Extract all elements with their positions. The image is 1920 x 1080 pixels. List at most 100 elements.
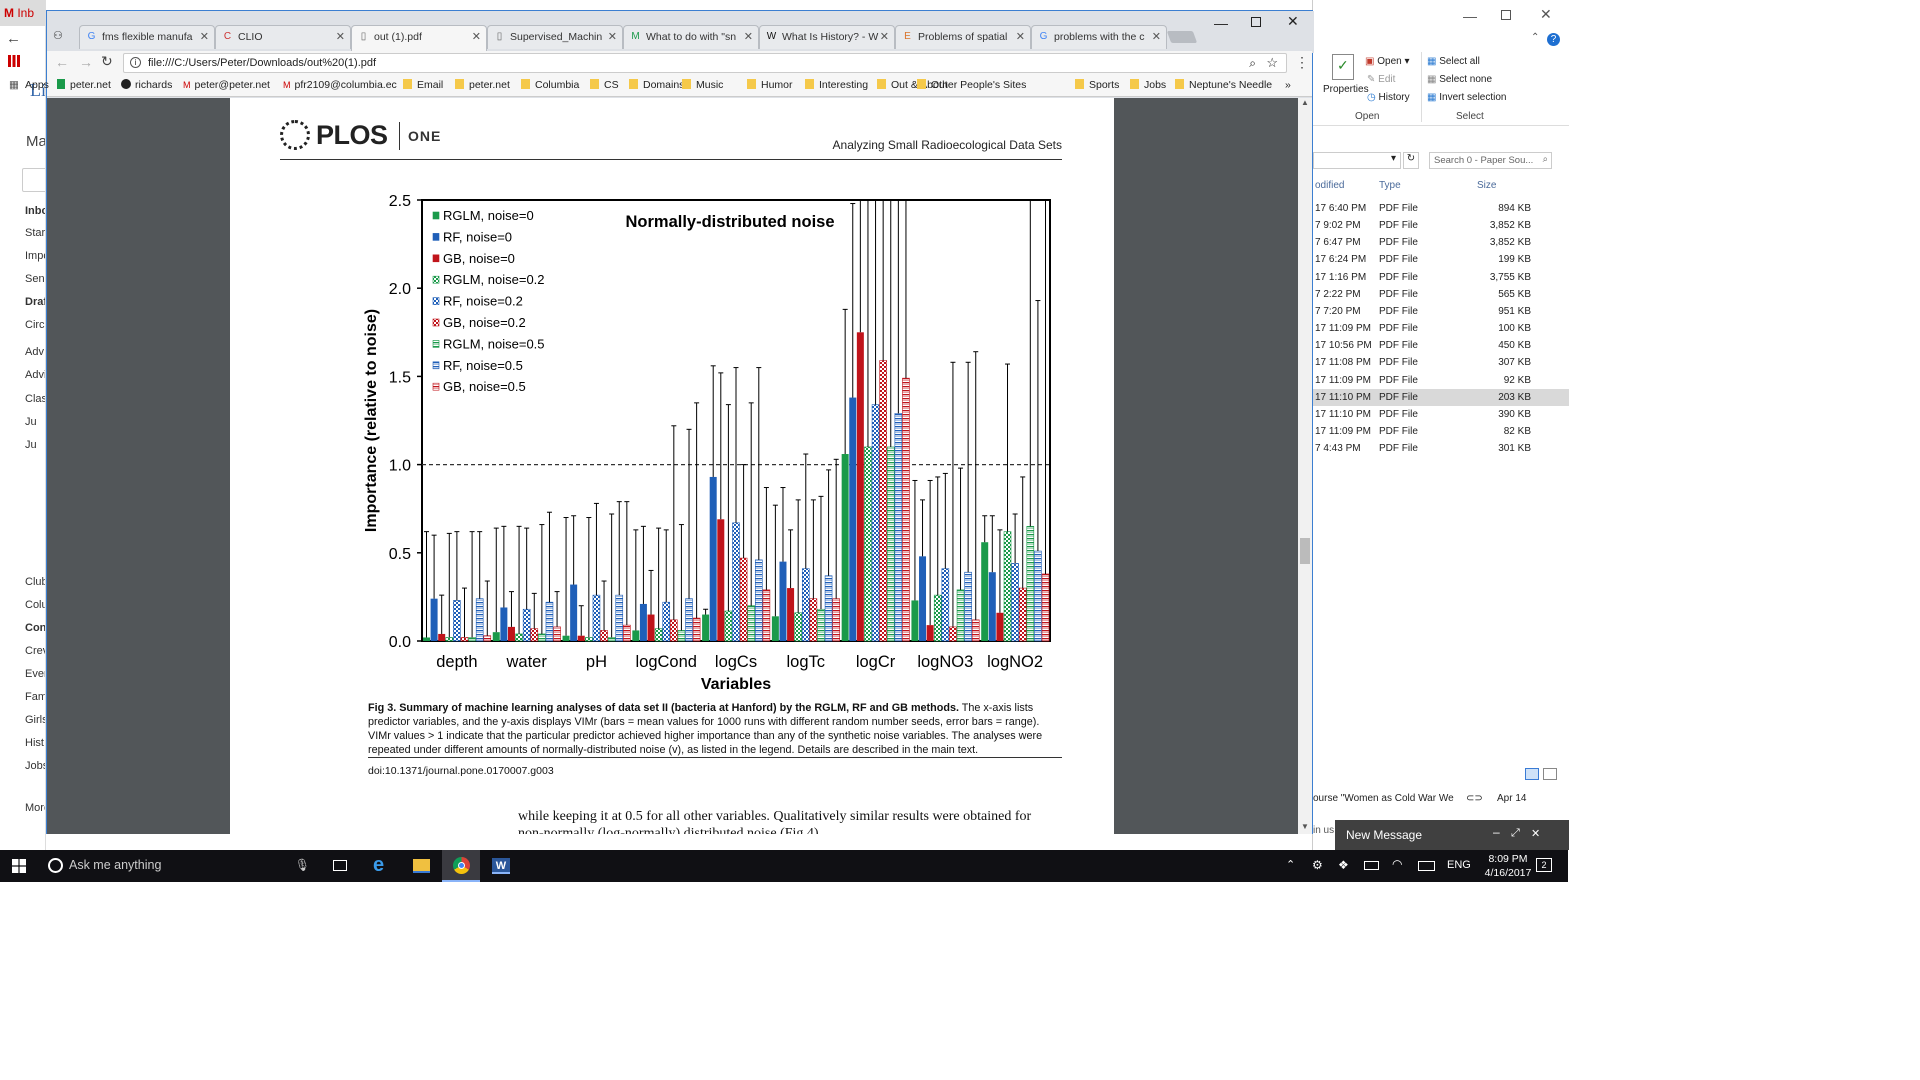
- maximize-icon[interactable]: [1251, 17, 1261, 27]
- word-icon[interactable]: W: [492, 858, 510, 874]
- column-type[interactable]: Type: [1379, 180, 1401, 191]
- bookmark-item[interactable]: Columbia: [521, 79, 579, 91]
- minimize-message-icon[interactable]: –: [1493, 825, 1500, 839]
- tab-close-icon[interactable]: ✕: [607, 31, 617, 43]
- file-row[interactable]: 17 6:24 PM PDF File 199 KB: [1313, 251, 1569, 268]
- gmail-folder-item[interactable]: Advi: [25, 369, 46, 381]
- close-icon[interactable]: ✕: [1287, 13, 1299, 29]
- tab-close-icon[interactable]: ✕: [879, 31, 889, 43]
- apps-icon[interactable]: ▦: [9, 79, 19, 91]
- tab-5[interactable]: W What Is History? - W ✕: [759, 25, 895, 49]
- gmail-folder-item[interactable]: Con: [25, 622, 46, 634]
- gmail-folder-item[interactable]: Hist: [25, 737, 44, 749]
- cortana-search[interactable]: Ask me anything 🎙︎: [40, 850, 316, 882]
- scroll-down-icon[interactable]: ▼: [1301, 822, 1309, 831]
- file-row[interactable]: 17 11:09 PM PDF File 92 KB: [1313, 372, 1569, 389]
- dropbox-icon[interactable]: ❖: [1338, 858, 1349, 872]
- properties-button[interactable]: ✓ Properties: [1323, 54, 1369, 95]
- invert-selection-button[interactable]: ▦ Invert selection: [1427, 92, 1507, 103]
- tiles-view-icon[interactable]: [1543, 768, 1557, 780]
- help-icon[interactable]: ?: [1547, 33, 1560, 46]
- file-row[interactable]: 7 7:20 PM PDF File 951 KB: [1313, 303, 1569, 320]
- gmail-folder-item[interactable]: Girls: [25, 714, 46, 726]
- bookmark-item[interactable]: peter.net: [57, 79, 111, 91]
- column-modified[interactable]: odified: [1315, 180, 1345, 191]
- tab-close-icon[interactable]: ✕: [199, 31, 209, 43]
- file-row[interactable]: 17 11:09 PM PDF File 82 KB: [1313, 423, 1569, 440]
- gmail-folder-item[interactable]: Jobs: [25, 760, 46, 772]
- gmail-folder-item[interactable]: Ju: [25, 416, 37, 428]
- gmail-folder-item[interactable]: Star: [25, 227, 46, 239]
- bookmark-item[interactable]: CS: [590, 79, 619, 91]
- file-row[interactable]: 7 9:02 PM PDF File 3,852 KB: [1313, 217, 1569, 234]
- file-row[interactable]: 7 6:47 PM PDF File 3,852 KB: [1313, 234, 1569, 251]
- bookmark-star-icon[interactable]: ☆: [1266, 55, 1278, 70]
- keyboard-icon[interactable]: [1418, 861, 1435, 871]
- gmail-apps-icon[interactable]: [8, 55, 20, 67]
- close-icon[interactable]: ✕: [1540, 6, 1552, 22]
- gmail-folder-item[interactable]: Crev: [25, 645, 46, 657]
- forward-icon[interactable]: →: [79, 54, 93, 70]
- bookmark-item[interactable]: Sports: [1075, 79, 1119, 91]
- file-row[interactable]: 17 11:08 PM PDF File 307 KB: [1313, 354, 1569, 371]
- new-message-bar[interactable]: New Message – ⤢ ✕: [1335, 820, 1569, 850]
- search-box[interactable]: Search 0 - Paper Sou... ⌕: [1429, 152, 1552, 169]
- file-row[interactable]: 17 11:10 PM PDF File 203 KB: [1313, 388, 1569, 406]
- minimize-icon[interactable]: —: [1463, 8, 1477, 24]
- gmail-folder-item[interactable]: More: [25, 802, 45, 814]
- bookmark-item[interactable]: Other People's Sites: [917, 79, 1026, 91]
- tab-1[interactable]: C CLIO ✕: [215, 25, 351, 49]
- scroll-thumb[interactable]: [1300, 538, 1310, 564]
- new-tab-button[interactable]: [1166, 31, 1198, 43]
- gmail-folder-item[interactable]: Clas: [25, 393, 46, 405]
- close-message-icon[interactable]: ✕: [1531, 828, 1541, 840]
- file-row[interactable]: 17 10:56 PM PDF File 450 KB: [1313, 337, 1569, 354]
- gmail-folder-item[interactable]: Club: [25, 576, 46, 588]
- file-row[interactable]: 7 2:22 PM PDF File 565 KB: [1313, 286, 1569, 303]
- bookmark-item[interactable]: Email: [403, 79, 443, 91]
- bookmark-item[interactable]: peter.net: [455, 79, 510, 91]
- gmail-folder-item[interactable]: Inbo: [25, 205, 46, 217]
- bookmark-item[interactable]: Music: [682, 79, 723, 91]
- doi[interactable]: doi:10.1371/journal.pone.0170007.g003: [368, 765, 554, 777]
- tab-close-icon[interactable]: ✕: [1015, 31, 1025, 43]
- column-size[interactable]: Size: [1477, 180, 1497, 191]
- address-bar[interactable]: i file:///C:/Users/Peter/Downloads/out%2…: [123, 53, 1287, 73]
- pdf-scrollbar[interactable]: ▲ ▼: [1298, 98, 1312, 834]
- chrome-menu-dots-icon[interactable]: ⋮: [1295, 54, 1309, 70]
- details-view-icon[interactable]: [1525, 768, 1539, 780]
- battery-icon[interactable]: [1364, 861, 1379, 870]
- notification-icon[interactable]: 2: [1536, 858, 1552, 872]
- file-row[interactable]: 17 1:16 PM PDF File 3,755 KB: [1313, 269, 1569, 286]
- file-explorer-icon[interactable]: [413, 859, 430, 873]
- chrome-taskbar-icon[interactable]: [442, 850, 480, 882]
- refresh-icon[interactable]: ↻: [1403, 152, 1419, 169]
- gmail-compose-button[interactable]: [22, 168, 45, 192]
- gmail-mail-label[interactable]: Ma: [26, 133, 46, 150]
- bookmark-item[interactable]: Neptune's Needle: [1175, 79, 1272, 91]
- wifi-icon[interactable]: ◠: [1392, 857, 1403, 871]
- start-icon[interactable]: [12, 859, 26, 873]
- bookmark-item[interactable]: richards: [121, 79, 172, 91]
- tab-close-icon[interactable]: ✕: [743, 31, 753, 43]
- task-view-icon[interactable]: [333, 860, 347, 871]
- tab-4[interactable]: M What to do with "sn ✕: [623, 25, 759, 49]
- minimize-icon[interactable]: —: [1214, 15, 1228, 31]
- gmail-folder-item[interactable]: Fam: [25, 691, 46, 703]
- more-bookmarks-icon[interactable]: »: [1285, 79, 1291, 91]
- clock[interactable]: 8:09 PM 4/16/2017: [1482, 852, 1534, 880]
- gmail-folder-item[interactable]: Adv: [25, 346, 44, 358]
- tab-2[interactable]: ▯ out (1).pdf ✕: [351, 25, 487, 51]
- select-none-button[interactable]: ▦ Select none: [1427, 74, 1493, 85]
- file-row[interactable]: 17 11:09 PM PDF File 100 KB: [1313, 320, 1569, 337]
- file-row[interactable]: 7 4:43 PM PDF File 301 KB: [1313, 440, 1569, 457]
- edge-icon[interactable]: e: [373, 854, 385, 876]
- gmail-folder-item[interactable]: Ju: [25, 439, 37, 451]
- chrome-menu-icon[interactable]: ⚇: [53, 30, 63, 42]
- collapse-ribbon-icon[interactable]: ⌃: [1531, 32, 1540, 43]
- show-hidden-icons[interactable]: ⌃: [1286, 859, 1296, 871]
- gmail-folder-item[interactable]: Impo: [25, 250, 45, 262]
